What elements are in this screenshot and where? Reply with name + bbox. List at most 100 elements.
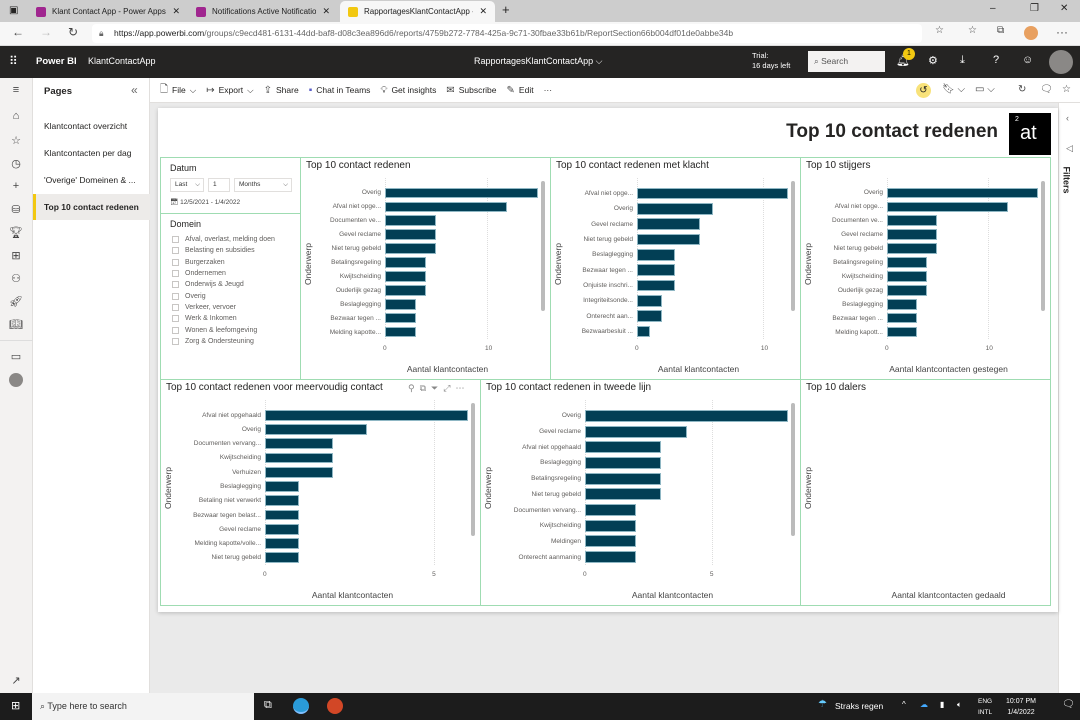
feedback-icon[interactable]: ☺ [1022,54,1034,66]
maximize-button[interactable]: ❐ [1030,3,1039,14]
bar[interactable] [385,215,436,227]
bar[interactable] [385,298,416,310]
bar[interactable] [585,504,636,516]
collapse-filters-icon[interactable]: ‹ [1066,113,1069,123]
scrollbar[interactable] [1041,181,1045,312]
domein-option[interactable]: Onderwijs & Jeugd [172,279,275,290]
collapse-pages-icon[interactable]: « [131,83,138,97]
language-indicator[interactable]: ENG INTL [978,698,993,716]
browser-tab-powerapps[interactable]: Klant Contact App - Power Apps ✕ [28,1,188,22]
bar[interactable] [385,312,416,324]
more-options-button[interactable]: ··· [543,85,553,95]
chart-top10-contact-redenen[interactable]: Top 10 contact redenen Onderwerp Aantal kl… [300,157,551,380]
bar[interactable] [265,452,333,464]
checkbox[interactable] [172,315,179,323]
app-launcher-icon[interactable]: ⠿ [9,54,18,68]
refresh-icon[interactable]: ↻ [68,25,79,39]
bar[interactable] [385,201,508,213]
collections-icon[interactable]: ⧉ [997,25,1005,36]
close-window-button[interactable]: ✕ [1060,3,1069,14]
expand-icon[interactable]: ↗ [11,675,21,687]
bar[interactable] [887,243,938,254]
bar[interactable] [265,523,299,535]
bar[interactable] [265,409,468,421]
close-tab-icon[interactable]: ✕ [172,6,180,16]
scrollbar[interactable] [471,403,475,537]
volume-icon[interactable]: 🔈︎ [957,700,962,709]
bar[interactable] [385,243,436,254]
brand-label[interactable]: Power BI [36,56,77,67]
bookmark-icon[interactable]: 🔖︎ ⌵ [942,84,966,95]
reset-icon[interactable]: ↺ [916,83,931,98]
checkbox[interactable] [172,270,179,278]
bar[interactable] [265,481,299,492]
bar[interactable] [585,409,788,422]
goals-icon[interactable]: 🏆︎ [9,227,23,239]
chart-top10-dalers[interactable]: Top 10 dalers Onderwerp Aantal klantcontac… [800,379,1051,606]
bar[interactable] [637,294,663,307]
favorites-icon[interactable]: ☆ [968,25,977,36]
more-icon[interactable]: ··· [1056,25,1068,39]
bar[interactable] [265,438,333,450]
clock[interactable]: 10:07 PM 1/4/2022 [1006,698,1036,716]
profile-avatar[interactable] [1024,26,1038,40]
back-icon[interactable]: ← [12,25,24,39]
close-tab-icon[interactable]: ✕ [322,6,330,16]
bar[interactable] [585,535,636,548]
comment-icon[interactable]: 🗨︎ [1040,84,1053,95]
pin-icon[interactable]: ⚲ [408,383,415,393]
get-insights-button[interactable]: 💡︎ Get insights [380,84,437,96]
chart-top10-stijgers[interactable]: Top 10 stijgers Onderwerp Aantal klantcont… [800,157,1051,380]
relative-mode-dropdown[interactable]: Last ⌵ [170,178,204,192]
edit-button[interactable]: ✎ Edit [506,84,534,96]
favorites-icon[interactable]: ☆ [11,135,21,147]
bar[interactable] [887,229,938,240]
subscribe-button[interactable]: ✉ Subscribe [446,84,497,96]
favorite-icon[interactable]: ☆ [1062,84,1071,95]
bar[interactable] [265,495,299,507]
bar[interactable] [887,298,918,310]
bar[interactable] [585,441,662,454]
forward-icon[interactable]: → [40,25,52,39]
url-input[interactable]: 🔒︎ https://app.powerbi.com/groups/c9ecd48… [92,24,922,43]
bar[interactable] [637,203,713,215]
apps-icon[interactable]: ⊞ [11,250,21,262]
relative-unit-dropdown[interactable]: Months ⌵ [234,178,292,192]
report-name-dropdown[interactable]: RapportagesKlantContactApp ⌵ [474,56,603,66]
search-input[interactable]: ⌕ Search [808,51,885,72]
domein-option[interactable]: Zorg & Ondersteuning [172,336,275,347]
bar[interactable] [887,326,918,338]
favorite-add-icon[interactable]: ☆ [935,25,944,36]
bar[interactable] [385,271,426,282]
tray-expand-icon[interactable]: ^ [902,700,906,709]
scrollbar[interactable] [791,181,795,312]
bar[interactable] [637,187,788,200]
recent-icon[interactable]: ◷ [11,158,21,170]
bar[interactable] [585,551,636,564]
bar[interactable] [637,264,675,276]
page-klantcontact-overzicht[interactable]: Klantcontact overzicht [44,121,128,131]
bar[interactable] [637,310,663,322]
checkbox[interactable] [172,326,179,334]
bar[interactable] [265,423,367,435]
chart-top10-tweede-lijn[interactable]: Top 10 contact redenen in tweede lijn Ond… [480,379,801,606]
bar[interactable] [385,187,538,199]
create-icon[interactable]: + [12,180,20,192]
domein-option[interactable]: Werk & Inkomen [172,313,275,324]
chart-top10-met-klacht[interactable]: Top 10 contact redenen met klacht Onderwe… [550,157,801,380]
learn-icon[interactable]: 📖︎ [9,319,23,331]
bar[interactable] [585,425,687,438]
weather-text[interactable]: Straks regen [835,701,884,711]
relative-count-input[interactable]: 1 [208,178,230,192]
bar[interactable] [585,472,662,485]
checkbox[interactable] [172,292,179,300]
checkbox[interactable] [172,303,179,311]
settings-icon[interactable]: ⚙ [928,55,938,67]
calendar-icon[interactable]: 📅︎ [170,199,179,206]
browser-tab-notifications[interactable]: Notifications Active Notifications ✕ [188,1,338,22]
checkbox[interactable] [172,337,179,345]
bar[interactable] [887,312,918,324]
file-menu[interactable]: 🗋 File ⌵ [160,82,196,99]
domein-option[interactable]: Belasting en subsidies [172,245,275,256]
bar[interactable] [265,538,299,549]
